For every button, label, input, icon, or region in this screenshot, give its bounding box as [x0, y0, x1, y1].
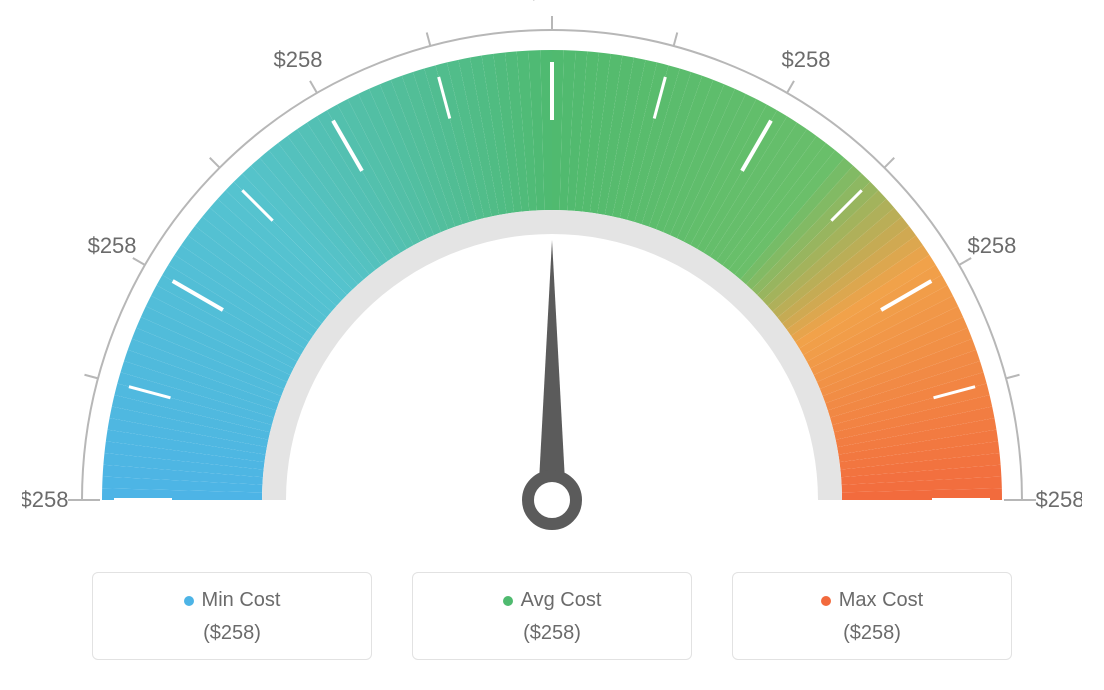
gauge-tick-label: $258 — [967, 233, 1016, 258]
legend-title-avg: Avg Cost — [503, 589, 602, 612]
dot-avg-icon — [503, 596, 513, 606]
legend-label-avg: Avg Cost — [521, 589, 602, 612]
gauge-tick-label: $258 — [22, 487, 68, 512]
legend-card-max: Max Cost ($258) — [732, 572, 1012, 660]
gauge-tick-label: $258 — [782, 47, 831, 72]
legend-value-avg: ($258) — [413, 622, 691, 645]
gauge-svg: $258 $258 $258 $258 $258 $258 $258 — [22, 0, 1082, 560]
legend-card-avg: Avg Cost ($258) — [412, 572, 692, 660]
dot-min-icon — [184, 596, 194, 606]
legend-card-min: Min Cost ($258) — [92, 572, 372, 660]
legend-value-min: ($258) — [93, 622, 371, 645]
legend-value-max: ($258) — [733, 622, 1011, 645]
legend-label-max: Max Cost — [839, 589, 923, 612]
legend-row: Min Cost ($258) Avg Cost ($258) Max Cost… — [0, 572, 1104, 660]
dot-max-icon — [821, 596, 831, 606]
gauge-tick-label: $258 — [274, 47, 323, 72]
gauge-tick-label: $258 — [528, 0, 577, 4]
gauge-tick-label: $258 — [88, 233, 137, 258]
legend-title-max: Max Cost — [821, 589, 923, 612]
gauge-tick-label: $258 — [1036, 487, 1082, 512]
legend-title-min: Min Cost — [184, 589, 281, 612]
legend-label-min: Min Cost — [202, 589, 281, 612]
gauge-chart: $258 $258 $258 $258 $258 $258 $258 — [0, 0, 1104, 560]
